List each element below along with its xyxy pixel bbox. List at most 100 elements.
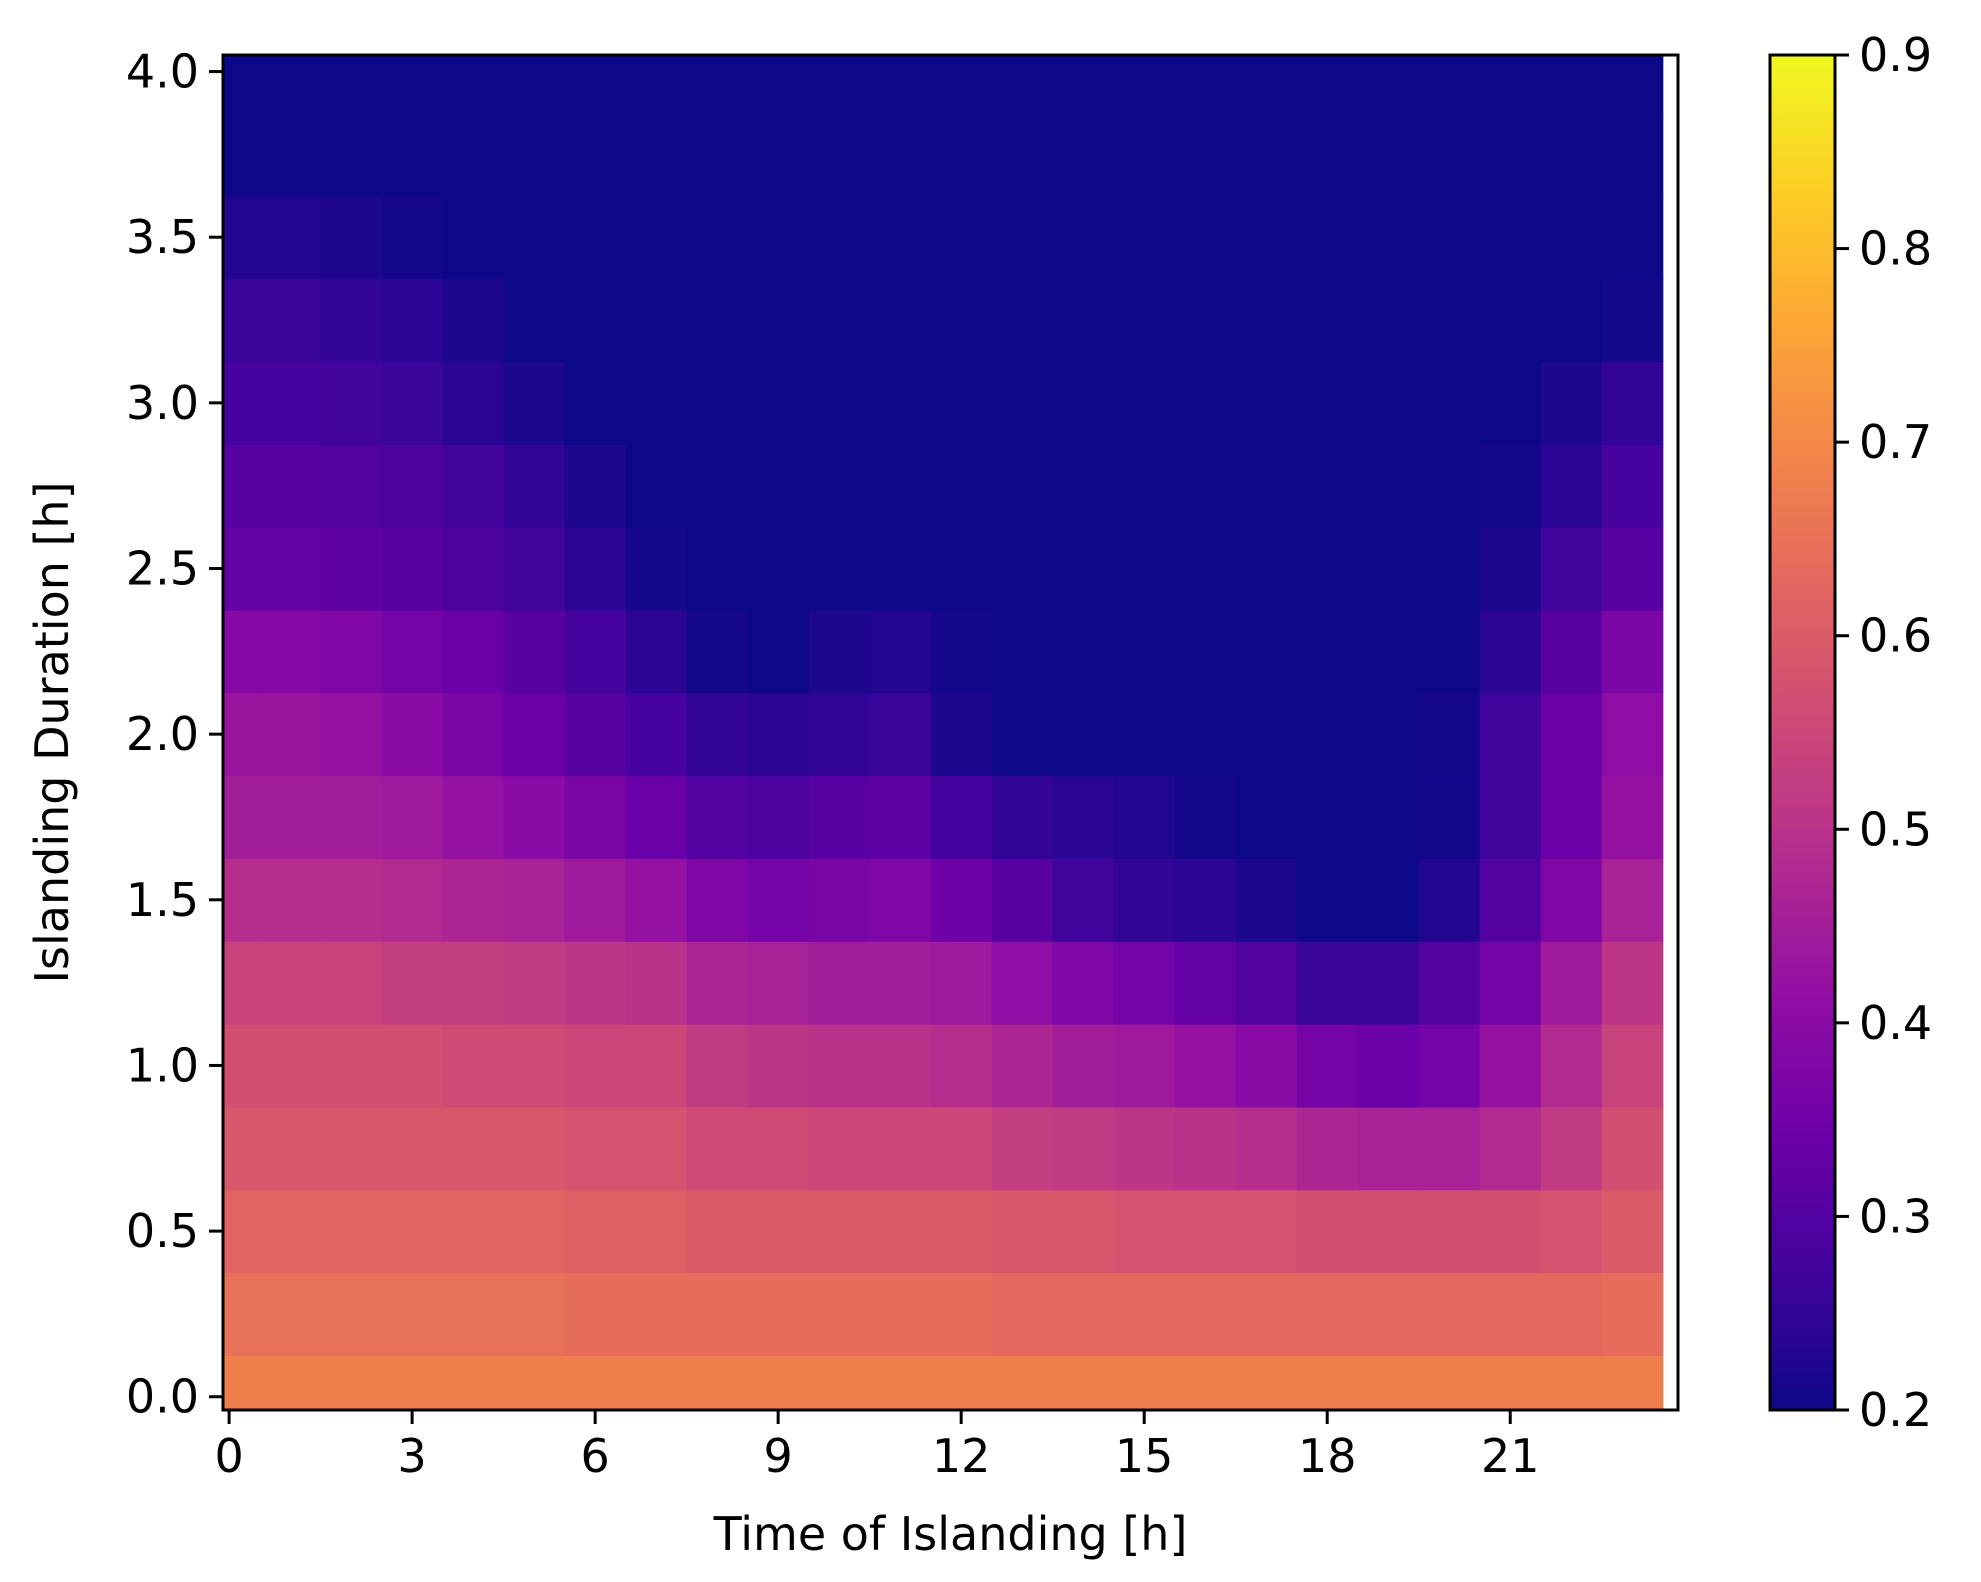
heatmap-cell: [503, 55, 566, 114]
heatmap-cell: [1357, 941, 1420, 1025]
heatmap-cell: [991, 112, 1054, 197]
colorbar-ticks: 0.2 0.3 0.4 0.5 0.6 0.7 0.8 0.9: [1835, 28, 1932, 1437]
heatmap-cell: [1113, 692, 1176, 777]
heatmap-cell: [442, 527, 505, 611]
heatmap-cell: [564, 112, 627, 197]
heatmap-cell: [747, 1355, 810, 1411]
heatmap-cell: [564, 609, 627, 694]
heatmap-cell: [1174, 361, 1237, 445]
heatmap-cell: [1052, 112, 1115, 197]
heatmap-cell: [869, 361, 932, 445]
heatmap-cell: [1174, 858, 1237, 942]
heatmap-cell: [564, 1355, 627, 1411]
heatmap-cell: [259, 1106, 322, 1191]
heatmap-cell: [1174, 444, 1237, 528]
heatmap-cell: [747, 858, 810, 942]
y-axis: 0.0 0.5 1.0 1.5 2.0 2.5 3.0 3.5 4.0: [126, 45, 223, 1424]
heatmap-cell: [1601, 1106, 1664, 1191]
heatmap-cell: [869, 775, 932, 859]
heatmap-cell: [1418, 941, 1481, 1025]
heatmap-cell: [1174, 527, 1237, 611]
heatmap-cell: [1540, 1355, 1603, 1411]
heatmap-cell: [869, 195, 932, 280]
heatmap-cell: [625, 609, 688, 694]
heatmap-cell: [747, 1024, 810, 1108]
heatmap-cell: [1052, 858, 1115, 942]
heatmap-cell: [930, 1106, 993, 1191]
heatmap-cell: [808, 195, 871, 280]
heatmap-cell: [1601, 527, 1664, 611]
heatmap-cell: [1418, 775, 1481, 859]
heatmap-cell: [747, 361, 810, 445]
heatmap-cell: [869, 444, 932, 528]
heatmap-cell: [320, 1106, 383, 1191]
heatmap-cell: [930, 858, 993, 942]
heatmap-cell: [1296, 1189, 1359, 1274]
heatmap-cell: [1174, 609, 1237, 694]
heatmap-cell: [930, 692, 993, 777]
heatmap-cell: [381, 112, 444, 197]
heatmap-cell: [259, 692, 322, 777]
heatmap-cell: [1174, 55, 1237, 114]
heatmap-cell: [1296, 775, 1359, 859]
heatmap-cell: [1601, 1189, 1664, 1274]
heatmap-cell: [991, 195, 1054, 280]
heatmap-cell: [991, 692, 1054, 777]
heatmap-cell: [930, 527, 993, 611]
heatmap-cell: [320, 55, 383, 114]
heatmap-cell: [564, 1272, 627, 1356]
heatmap-cell: [808, 1024, 871, 1108]
heatmap-cell: [930, 361, 993, 445]
heatmap-cell: [1052, 941, 1115, 1025]
heatmap-cell: [223, 278, 261, 363]
heatmap-cell: [686, 278, 749, 363]
heatmap-cell: [503, 858, 566, 942]
heatmap-cell: [564, 361, 627, 445]
colorbar-tick-label: 0.2: [1859, 1383, 1932, 1437]
heatmap-cell: [1540, 527, 1603, 611]
heatmap-cell: [625, 527, 688, 611]
y-tick-label: 2.0: [126, 707, 199, 761]
heatmap-cell: [1540, 692, 1603, 777]
heatmap-cell: [381, 278, 444, 363]
heatmap-cell: [1540, 112, 1603, 197]
heatmap-cell: [320, 1024, 383, 1108]
heatmap-cell: [625, 1272, 688, 1356]
heatmap-cell: [1052, 444, 1115, 528]
heatmap-cell: [259, 444, 322, 528]
heatmap-cell: [1357, 775, 1420, 859]
heatmap-cell: [747, 1106, 810, 1191]
heatmap-cell: [1479, 1024, 1542, 1108]
heatmap-cell: [564, 1024, 627, 1108]
heatmap-cell: [991, 444, 1054, 528]
y-tick-label: 3.5: [126, 210, 199, 264]
heatmap-cell: [930, 1272, 993, 1356]
heatmap-cell: [930, 195, 993, 280]
heatmap-cell: [869, 1355, 932, 1411]
heatmap-cell: [1479, 278, 1542, 363]
heatmap-cell: [1235, 941, 1298, 1025]
heatmap-cell: [442, 112, 505, 197]
x-tick-label: 3: [397, 1429, 426, 1483]
heatmap-cell: [625, 361, 688, 445]
heatmap-cell: [808, 112, 871, 197]
heatmap-cell: [747, 1272, 810, 1356]
heatmap-cell: [223, 1355, 261, 1411]
heatmap-cell: [320, 692, 383, 777]
heatmap-cell: [747, 278, 810, 363]
heatmap-cell: [625, 1106, 688, 1191]
heatmap-cell: [1479, 1272, 1542, 1356]
heatmap-cell: [320, 527, 383, 611]
heatmap-cell: [381, 1024, 444, 1108]
heatmap-cell: [930, 112, 993, 197]
heatmap-cell: [625, 692, 688, 777]
heatmap-cell: [686, 609, 749, 694]
heatmap-cell: [1113, 112, 1176, 197]
heatmap-cells: [223, 55, 1664, 1411]
heatmap-cell: [625, 444, 688, 528]
heatmap-cell: [1113, 858, 1176, 942]
heatmap-cell: [1479, 1355, 1542, 1411]
heatmap-cell: [1296, 1272, 1359, 1356]
heatmap-cell: [381, 775, 444, 859]
heatmap-cell: [564, 55, 627, 114]
